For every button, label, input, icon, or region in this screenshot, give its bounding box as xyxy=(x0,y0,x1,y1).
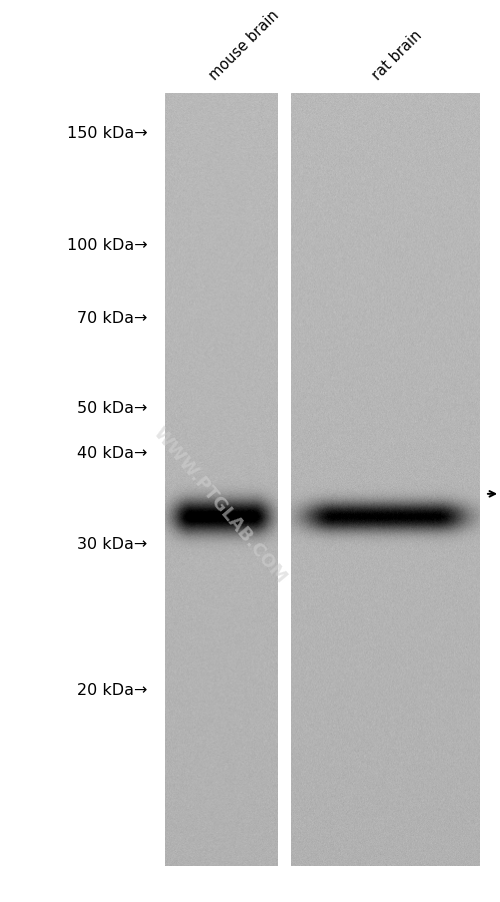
Text: 50 kDa→: 50 kDa→ xyxy=(77,400,148,415)
Text: 30 kDa→: 30 kDa→ xyxy=(77,537,148,551)
Text: 40 kDa→: 40 kDa→ xyxy=(77,446,148,460)
Text: 70 kDa→: 70 kDa→ xyxy=(77,311,148,326)
Text: 150 kDa→: 150 kDa→ xyxy=(67,126,148,141)
Text: WWW.PTGLAB.COM: WWW.PTGLAB.COM xyxy=(150,424,290,586)
Text: mouse brain: mouse brain xyxy=(207,7,282,83)
Text: 20 kDa→: 20 kDa→ xyxy=(77,683,148,697)
Text: 100 kDa→: 100 kDa→ xyxy=(67,238,148,253)
Text: rat brain: rat brain xyxy=(370,28,425,83)
